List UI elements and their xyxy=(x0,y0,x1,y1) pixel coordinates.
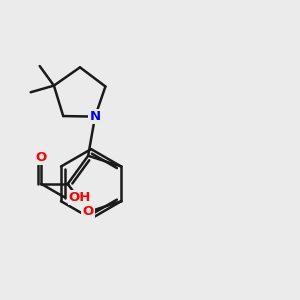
Text: O: O xyxy=(36,151,47,164)
Text: O: O xyxy=(82,206,94,218)
Text: OH: OH xyxy=(69,190,91,204)
Text: N: N xyxy=(89,110,100,123)
